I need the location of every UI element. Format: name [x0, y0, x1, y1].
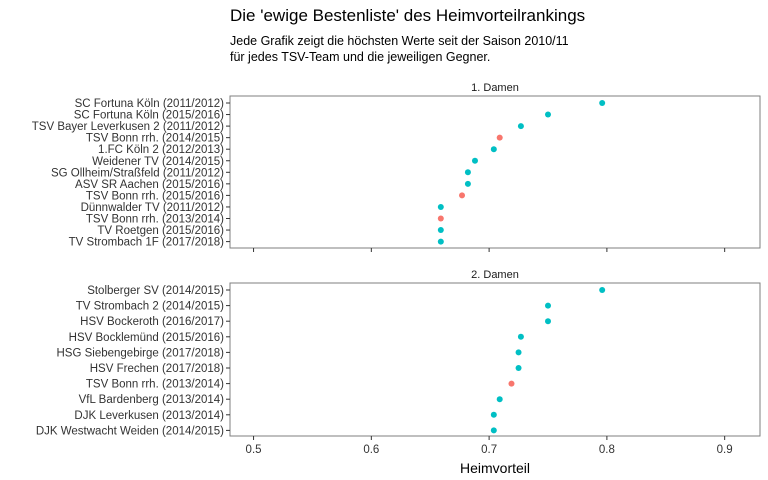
panel-2-ytick-label: DJK Westwacht Weiden (2014/2015) — [36, 425, 224, 437]
panel-1-data-point — [517, 123, 524, 130]
panel-2-strip-title: 2. Damen — [471, 269, 519, 281]
panel-2-data-point — [490, 411, 497, 418]
x-axis-title: Heimvorteil — [460, 460, 530, 476]
panel-1-data-point — [437, 203, 444, 210]
panel-1-ytick-label: SC Fortuna Köln (2011/2012) — [75, 98, 225, 110]
panel-2-ytick-label: HSV Bockeroth (2016/2017) — [80, 316, 224, 328]
panel-1-ytick-label: SG Ollheim/Straßfeld (2011/2012) — [51, 167, 224, 179]
panel-2-data-point — [545, 318, 551, 325]
panel-2-data-point — [515, 349, 522, 356]
panel-1-ytick-label: TV Strombach 1F (2017/2018) — [69, 237, 224, 249]
panel-1-ytick-label: ASV SR Aachen (2015/2016) — [75, 179, 224, 191]
panel-1-ytick-label: SC Fortuna Köln (2015/2016) — [74, 110, 224, 122]
panel-1-data-point — [471, 157, 478, 164]
panel-1-data-point — [464, 169, 471, 176]
panel-1-ytick-label: Weidener TV (2014/2015) — [92, 156, 224, 168]
panel-2-ytick-label: TV Strombach 2 (2014/2015) — [76, 301, 224, 313]
chart-subtitle: Jede Grafik zeigt die höchsten Werte sei… — [230, 33, 569, 65]
panel-1-ytick-label: TSV Bonn rrh. (2014/2015) — [86, 133, 224, 145]
panel-1-data-point — [437, 238, 444, 245]
panel-2-data-point — [515, 365, 522, 371]
xtick-label: 0.8 — [599, 444, 615, 456]
xtick-label: 0.6 — [363, 444, 379, 456]
panel-1-ytick-label: Dünnwalder TV (2011/2012) — [81, 202, 225, 214]
panel-2-ytick-label: HSV Bocklemünd (2015/2016) — [69, 332, 225, 344]
panel-1-data-point — [490, 146, 497, 153]
panel-2-ytick-label: TSV Bonn rrh. (2013/2014) — [86, 379, 224, 391]
panel-1-data-point — [496, 134, 503, 141]
panel-1-border — [229, 95, 761, 249]
panel-1-data-point — [437, 215, 444, 222]
panel-2-ytick-label: DJK Leverkusen (2013/2014) — [74, 410, 224, 422]
panel-1-ytick-label: TSV Bayer Leverkusen 2 (2011/2012) — [32, 121, 224, 133]
panel-1-ytick-label: TV Roetgen (2015/2016) — [97, 225, 224, 237]
xtick-label: 0.9 — [717, 444, 733, 456]
panel-1-strip-title: 1. Damen — [471, 82, 519, 94]
subtitle-line-2: für jedes TSV-Team und die jeweiligen Ge… — [230, 50, 491, 64]
panel-1-data-point — [464, 180, 471, 187]
panel-1-ytick-label: TSV Bonn rrh. (2015/2016) — [86, 190, 224, 202]
panel-2-ytick-label: Stolberger SV (2014/2015) — [87, 285, 224, 297]
panel-1-data-point — [545, 111, 551, 118]
panel-2-ytick-label: HSV Frechen (2017/2018) — [90, 363, 224, 375]
chart-title: Die 'ewige Bestenliste' des Heimvorteilr… — [230, 6, 586, 25]
panel-2-border — [229, 282, 761, 437]
panel-2-ytick-label: HSG Siebengebirge (2017/2018) — [56, 347, 224, 359]
xtick-label: 0.5 — [246, 444, 262, 456]
panel-2-data-point — [545, 302, 551, 309]
panel-2-ytick-label: VfL Bardenberg (2013/2014) — [79, 394, 225, 406]
panel-1-data-point — [459, 192, 466, 199]
panel-1-ytick-label: 1.FC Köln 2 (2012/2013) — [98, 144, 224, 156]
panel-1-data-point — [599, 100, 606, 106]
panel-2-data-point — [599, 287, 606, 293]
panel-2-data-point — [517, 333, 524, 340]
panel-2-data-point — [508, 380, 515, 387]
panel-1-ytick-label: TSV Bonn rrh. (2013/2014) — [86, 214, 224, 226]
panel-1-data-point — [437, 227, 444, 234]
panel-2-data-point — [496, 396, 503, 403]
panel-2-data-point — [490, 427, 497, 434]
subtitle-line-1: Jede Grafik zeigt die höchsten Werte sei… — [230, 34, 569, 48]
xtick-label: 0.7 — [481, 444, 497, 456]
